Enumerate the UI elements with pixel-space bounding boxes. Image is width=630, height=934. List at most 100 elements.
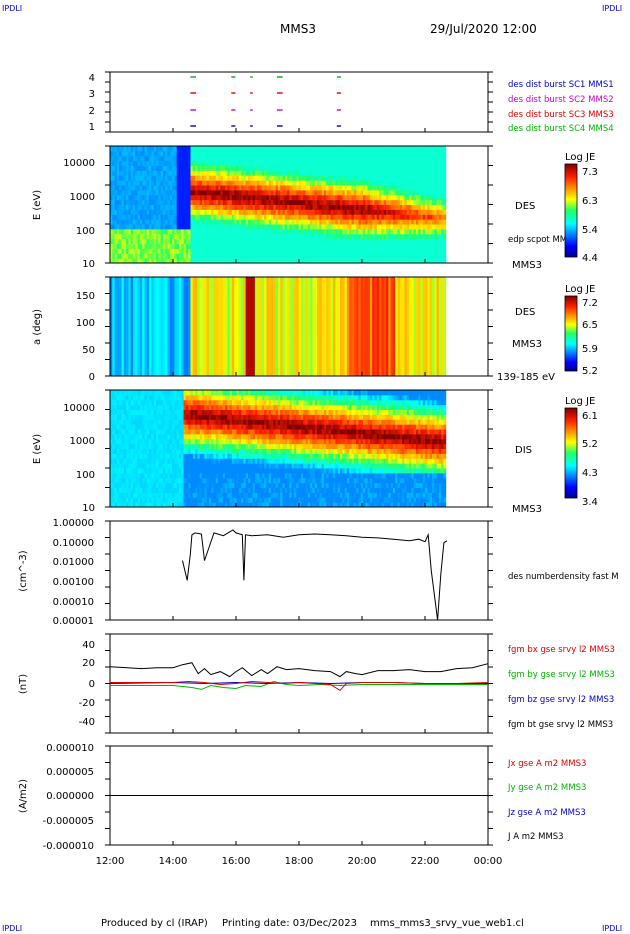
heatmap-cell xyxy=(317,189,320,196)
heatmap-cell xyxy=(197,248,201,254)
heatmap-cell xyxy=(192,334,196,340)
heatmap-cell xyxy=(330,160,334,166)
heatmap-cell xyxy=(179,297,182,303)
heatmap-cell xyxy=(183,314,187,319)
heatmap-cell xyxy=(218,310,221,315)
heatmap-cell xyxy=(179,326,182,332)
heatmap-cell xyxy=(241,253,244,259)
heatmap-cell xyxy=(174,238,178,244)
heatmap-cell xyxy=(231,351,235,356)
heatmap-cell xyxy=(241,233,244,240)
heatmap-cell xyxy=(176,180,180,186)
heatmap-cell xyxy=(169,338,173,344)
heatmap-cell xyxy=(261,224,265,230)
heatmap-cell xyxy=(284,170,288,176)
heatmap-cell xyxy=(388,258,391,263)
heatmap-cell xyxy=(133,310,136,315)
heatmap-cell xyxy=(211,338,214,344)
heatmap-cell xyxy=(158,301,161,307)
heatmap-cell xyxy=(162,355,166,361)
heatmap-cell xyxy=(130,155,134,162)
heatmap-cell xyxy=(119,165,122,171)
heatmap-cell xyxy=(363,219,366,225)
heatmap-cell xyxy=(183,347,187,352)
heatmap-cell xyxy=(190,314,194,319)
heatmap-cell xyxy=(261,155,265,162)
heatmap-cell xyxy=(425,180,428,186)
heatmap-cell xyxy=(225,243,228,249)
heatmap-cell xyxy=(151,297,155,303)
heatmap-cell xyxy=(411,248,414,254)
heatmap-cell xyxy=(236,175,240,181)
heatmap-cell xyxy=(202,204,205,210)
heatmap-cell xyxy=(202,258,205,263)
heatmap-cell xyxy=(174,199,178,205)
heatmap-cell xyxy=(409,209,412,215)
heatmap-cell xyxy=(231,297,235,303)
heatmap-cell xyxy=(328,170,332,176)
heatmap-cell xyxy=(229,301,233,307)
heatmap-cell xyxy=(222,189,226,196)
des-energy-spectrogram xyxy=(110,146,447,263)
heatmap-cell xyxy=(174,285,178,290)
heatmap-cell xyxy=(110,160,113,166)
heatmap-cell xyxy=(333,204,336,210)
heatmap-cell xyxy=(317,228,320,235)
heatmap-cell xyxy=(415,146,419,152)
heatmap-cell xyxy=(151,146,155,152)
heatmap-cell xyxy=(139,285,143,290)
heatmap-cell xyxy=(404,253,408,259)
heatmap-cell xyxy=(179,330,182,336)
heatmap-cell xyxy=(234,165,237,171)
heatmap-cell xyxy=(319,214,322,220)
heatmap-cell xyxy=(367,219,371,225)
heatmap-cell xyxy=(222,170,226,176)
heatmap-cell xyxy=(174,363,178,369)
heatmap-cell xyxy=(130,199,134,205)
heatmap-cell xyxy=(153,355,157,361)
heatmap-cell xyxy=(282,204,286,210)
heatmap-cell xyxy=(169,318,173,323)
heatmap-cell xyxy=(427,238,431,244)
heatmap-cell xyxy=(284,253,288,259)
heatmap-cell xyxy=(264,219,267,225)
heatmap-cell xyxy=(395,258,398,263)
heatmap-cell xyxy=(160,185,164,191)
heatmap-cell xyxy=(123,150,127,157)
heatmap-cell xyxy=(307,155,311,162)
heatmap-cell xyxy=(409,189,412,196)
heatmap-cell xyxy=(337,219,341,225)
heatmap-cell xyxy=(257,238,260,244)
heatmap-cell xyxy=(310,180,313,186)
heatmap-cell xyxy=(282,155,286,162)
heatmap-cell xyxy=(245,310,249,315)
heatmap-cell xyxy=(404,165,408,171)
heatmap-cell xyxy=(156,209,159,215)
heatmap-cell xyxy=(418,253,421,259)
heatmap-cell xyxy=(399,233,403,240)
heatmap-cell xyxy=(174,243,178,249)
heatmap-cell xyxy=(250,150,253,157)
heatmap-cell xyxy=(195,238,198,244)
heatmap-cell xyxy=(225,318,228,323)
heatmap-cell xyxy=(254,243,258,249)
heatmap-cell xyxy=(188,243,191,249)
heatmap-cell xyxy=(254,165,258,171)
heatmap-cell xyxy=(229,305,233,311)
heatmap-cell xyxy=(151,277,155,282)
heatmap-cell xyxy=(363,175,366,181)
heatmap-cell xyxy=(245,351,249,356)
heatmap-cell xyxy=(326,214,329,220)
heatmap-cell xyxy=(390,258,394,263)
heatmap-cell xyxy=(176,363,180,369)
heatmap-cell xyxy=(291,209,295,215)
heatmap-cell xyxy=(229,297,233,303)
heatmap-cell xyxy=(114,243,118,249)
heatmap-cell xyxy=(319,189,322,196)
heatmap-cell xyxy=(142,204,145,210)
heatmap-cell xyxy=(312,258,316,263)
heatmap-cell xyxy=(112,330,115,336)
heatmap-cell xyxy=(374,258,378,263)
heatmap-cell xyxy=(213,281,217,286)
heatmap-cell xyxy=(312,155,316,162)
